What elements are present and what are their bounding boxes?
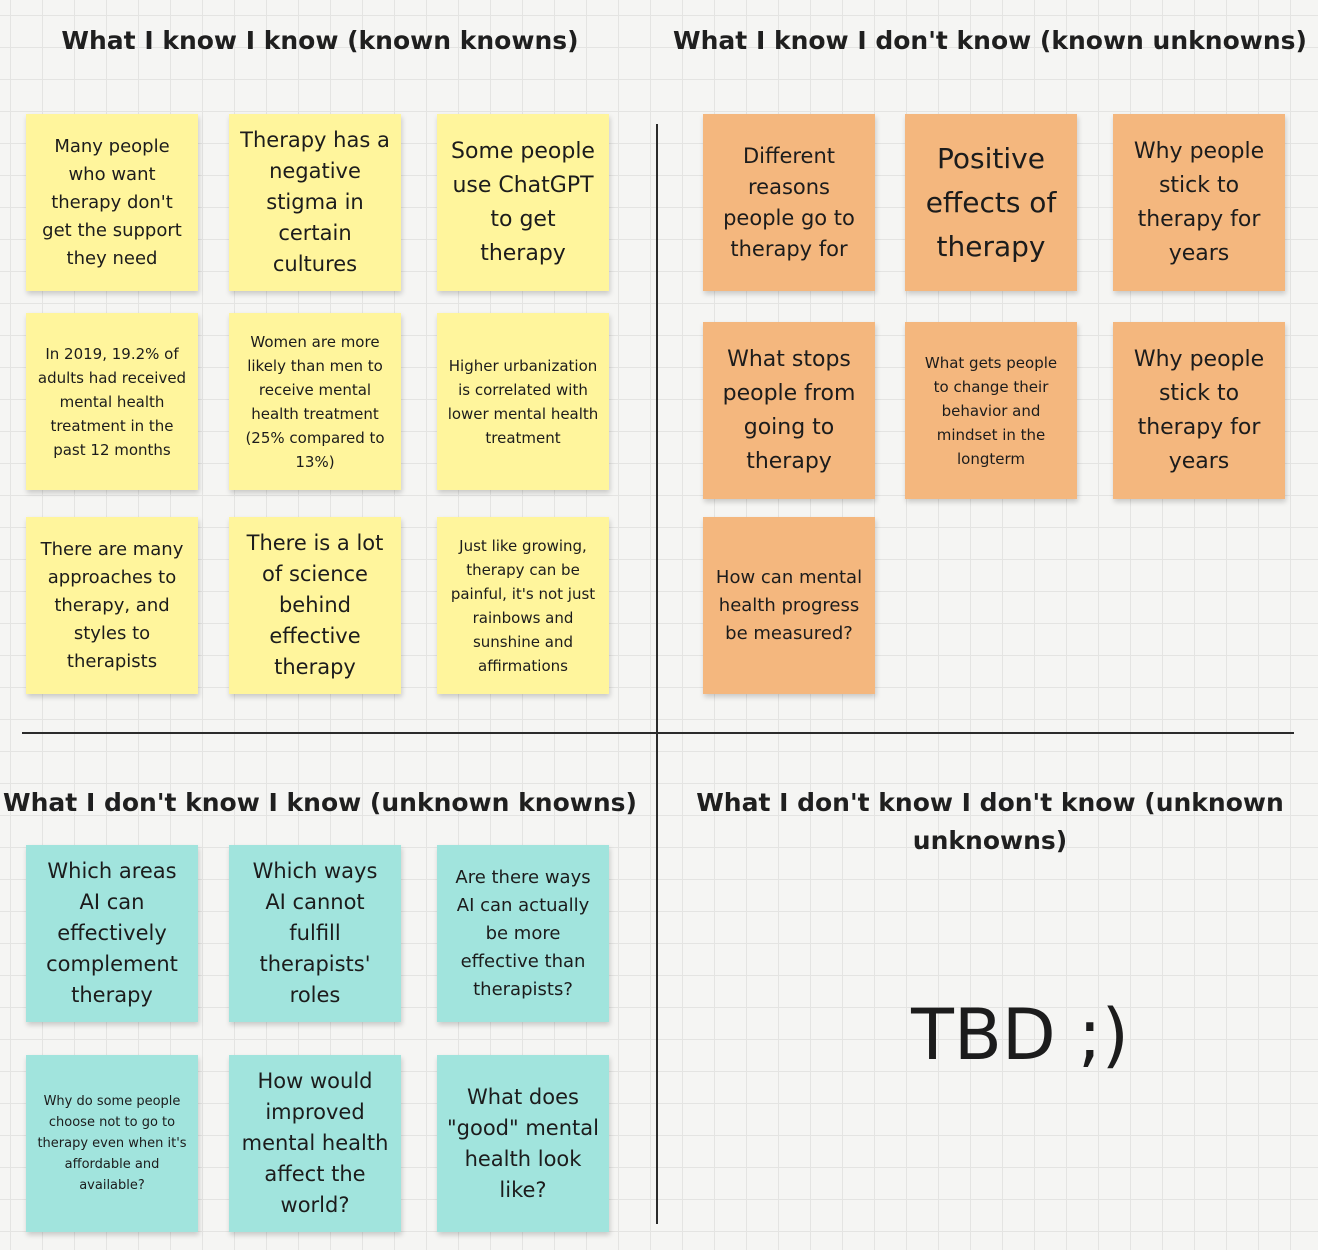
- sticky-note-known-unknown[interactable]: What gets people to change their behavio…: [905, 322, 1077, 499]
- sticky-note-known-known[interactable]: There are many approaches to therapy, an…: [26, 517, 198, 694]
- sticky-note-known-known[interactable]: Higher urbanization is correlated with l…: [437, 313, 609, 490]
- sticky-note-text: Are there ways AI can actually be more e…: [455, 866, 591, 1000]
- sticky-note-known-known[interactable]: There is a lot of science behind effecti…: [229, 517, 401, 694]
- sticky-note-text: Which areas AI can effectively complemen…: [46, 859, 178, 1007]
- sticky-note-text: Why do some people choose not to go to t…: [37, 1094, 187, 1193]
- sticky-note-text: What gets people to change their behavio…: [924, 353, 1058, 468]
- sticky-note-unknown-known[interactable]: Which ways AI cannot fulfill therapists'…: [229, 845, 401, 1022]
- sticky-note-text: Therapy has a negative stigma in certain…: [240, 128, 390, 276]
- known-unknowns-heading: What I know I don't know (known unknowns…: [673, 26, 1307, 55]
- sticky-note-known-unknown[interactable]: Why people stick to therapy for years: [1113, 322, 1285, 499]
- sticky-note-text: In 2019, 19.2% of adults had received me…: [37, 344, 187, 459]
- sticky-note-text: There are many approaches to therapy, an…: [40, 538, 184, 672]
- sticky-note-known-unknown[interactable]: Why people stick to therapy for years: [1113, 114, 1285, 291]
- sticky-note-known-known[interactable]: In 2019, 19.2% of adults had received me…: [26, 313, 198, 490]
- sticky-note-known-unknown[interactable]: What stops people from going to therapy: [703, 322, 875, 499]
- sticky-note-text: Which ways AI cannot fulfill therapists'…: [252, 859, 378, 1007]
- sticky-note-known-known[interactable]: Just like growing, therapy can be painfu…: [437, 517, 609, 694]
- sticky-note-known-known[interactable]: Some people use ChatGPT to get therapy: [437, 114, 609, 291]
- sticky-note-known-known[interactable]: Therapy has a negative stigma in certain…: [229, 114, 401, 291]
- sticky-note-text: Different reasons people go to therapy f…: [723, 143, 855, 261]
- sticky-note-unknown-known[interactable]: Are there ways AI can actually be more e…: [437, 845, 609, 1022]
- sticky-note-text: Positive effects of therapy: [925, 141, 1057, 263]
- sticky-note-unknown-known[interactable]: Which areas AI can effectively complemen…: [26, 845, 198, 1022]
- unknown-unknowns-placeholder: TBD ;): [911, 994, 1129, 1076]
- known-knowns-heading: What I know I know (known knowns): [61, 26, 579, 55]
- unknown-unknowns-heading: What I don't know I don't know (unknown …: [696, 788, 1284, 855]
- sticky-note-text: How can mental health progress be measur…: [715, 566, 863, 644]
- sticky-note-text: Higher urbanization is correlated with l…: [447, 356, 599, 447]
- sticky-note-unknown-known[interactable]: What does "good" mental health look like…: [437, 1055, 609, 1232]
- sticky-note-text: Why people stick to therapy for years: [1133, 138, 1265, 266]
- sticky-note-text: There is a lot of science behind effecti…: [246, 531, 384, 679]
- horizontal-divider: [22, 732, 1294, 734]
- sticky-note-text: Many people who want therapy don't get t…: [42, 135, 182, 269]
- sticky-note-unknown-known[interactable]: Why do some people choose not to go to t…: [26, 1055, 198, 1232]
- sticky-note-text: What does "good" mental health look like…: [447, 1084, 599, 1202]
- sticky-note-unknown-known[interactable]: How would improved mental health affect …: [229, 1055, 401, 1232]
- sticky-note-text: Women are more likely than men to receiv…: [245, 332, 385, 471]
- sticky-note-known-unknown[interactable]: How can mental health progress be measur…: [703, 517, 875, 694]
- vertical-divider: [656, 124, 658, 1224]
- sticky-note-text: Why people stick to therapy for years: [1133, 346, 1265, 474]
- sticky-note-text: What stops people from going to therapy: [722, 346, 856, 474]
- sticky-note-known-known[interactable]: Women are more likely than men to receiv…: [229, 313, 401, 490]
- sticky-note-text: Some people use ChatGPT to get therapy: [451, 138, 595, 266]
- unknown-knowns-heading: What I don't know I know (unknown knowns…: [3, 788, 637, 817]
- sticky-note-text: How would improved mental health affect …: [241, 1069, 389, 1217]
- sticky-note-known-unknown[interactable]: Positive effects of therapy: [905, 114, 1077, 291]
- sticky-note-known-known[interactable]: Many people who want therapy don't get t…: [26, 114, 198, 291]
- sticky-note-text: Just like growing, therapy can be painfu…: [450, 536, 596, 675]
- sticky-note-known-unknown[interactable]: Different reasons people go to therapy f…: [703, 114, 875, 291]
